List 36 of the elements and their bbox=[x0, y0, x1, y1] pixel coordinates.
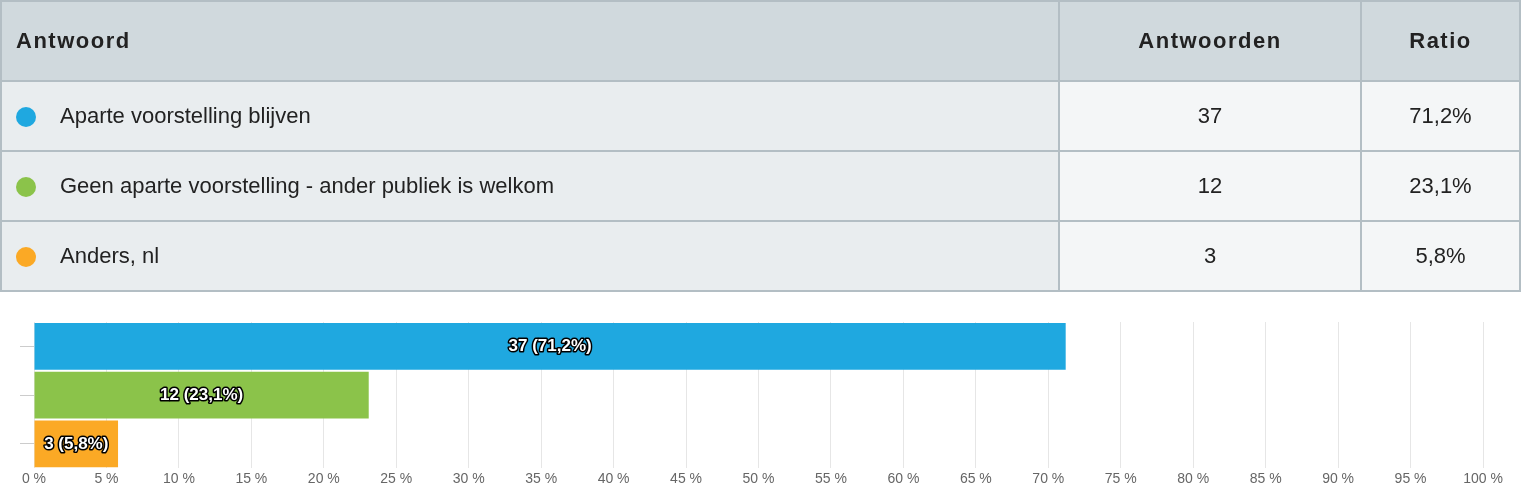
x-tick-label: 40 % bbox=[597, 470, 630, 487]
data-label: 12 (23,1%) bbox=[160, 384, 244, 404]
x-tick-label: 45 % bbox=[670, 470, 703, 487]
x-tick-label: 70 % bbox=[1032, 470, 1065, 487]
x-tick-label: 65 % bbox=[959, 470, 992, 487]
x-tick-label: 20 % bbox=[307, 470, 340, 487]
x-tick-label: 55 % bbox=[814, 470, 847, 487]
x-tick-label: 30 % bbox=[452, 470, 485, 487]
x-tick-label: 60 % bbox=[887, 470, 920, 487]
x-tick-label: 10 % bbox=[162, 470, 195, 487]
text: 3 bbox=[1059, 221, 1361, 291]
x-tick-label: 25 % bbox=[380, 470, 413, 487]
x-tick-label: 50 % bbox=[742, 470, 775, 487]
data-label: 3 (5,8%) bbox=[44, 433, 109, 453]
x-tick-label: 0 % bbox=[21, 470, 47, 487]
x-tick-label: 80 % bbox=[1177, 470, 1210, 487]
x-tick-label: 95 % bbox=[1394, 470, 1427, 487]
legend-label: Aparte voorstelling blijven bbox=[60, 103, 311, 129]
x-tick-label: 35 % bbox=[525, 470, 558, 487]
text: 23,1% bbox=[1361, 151, 1520, 221]
x-tick-label: 90 % bbox=[1322, 470, 1355, 487]
data-label: 37 (71,2%) bbox=[508, 336, 592, 356]
text: 12 bbox=[1059, 151, 1361, 221]
text: 5,8% bbox=[1361, 221, 1520, 291]
x-tick-label: 5 % bbox=[94, 470, 119, 487]
text: 37 bbox=[1059, 81, 1361, 151]
text: Ratio bbox=[1361, 1, 1520, 81]
text: Antwoorden bbox=[1059, 1, 1361, 81]
text: Antwoord bbox=[1, 1, 1059, 81]
x-tick-label: 15 % bbox=[235, 470, 268, 487]
x-tick-label: 100 % bbox=[1463, 470, 1503, 487]
legend-label: Anders, nl bbox=[60, 243, 160, 269]
legend-label: Geen aparte voorstelling - ander publiek is welkom bbox=[60, 173, 555, 199]
text: 71,2% bbox=[1361, 81, 1520, 151]
x-tick-label: 85 % bbox=[1249, 470, 1282, 487]
x-tick-label: 75 % bbox=[1104, 470, 1137, 487]
